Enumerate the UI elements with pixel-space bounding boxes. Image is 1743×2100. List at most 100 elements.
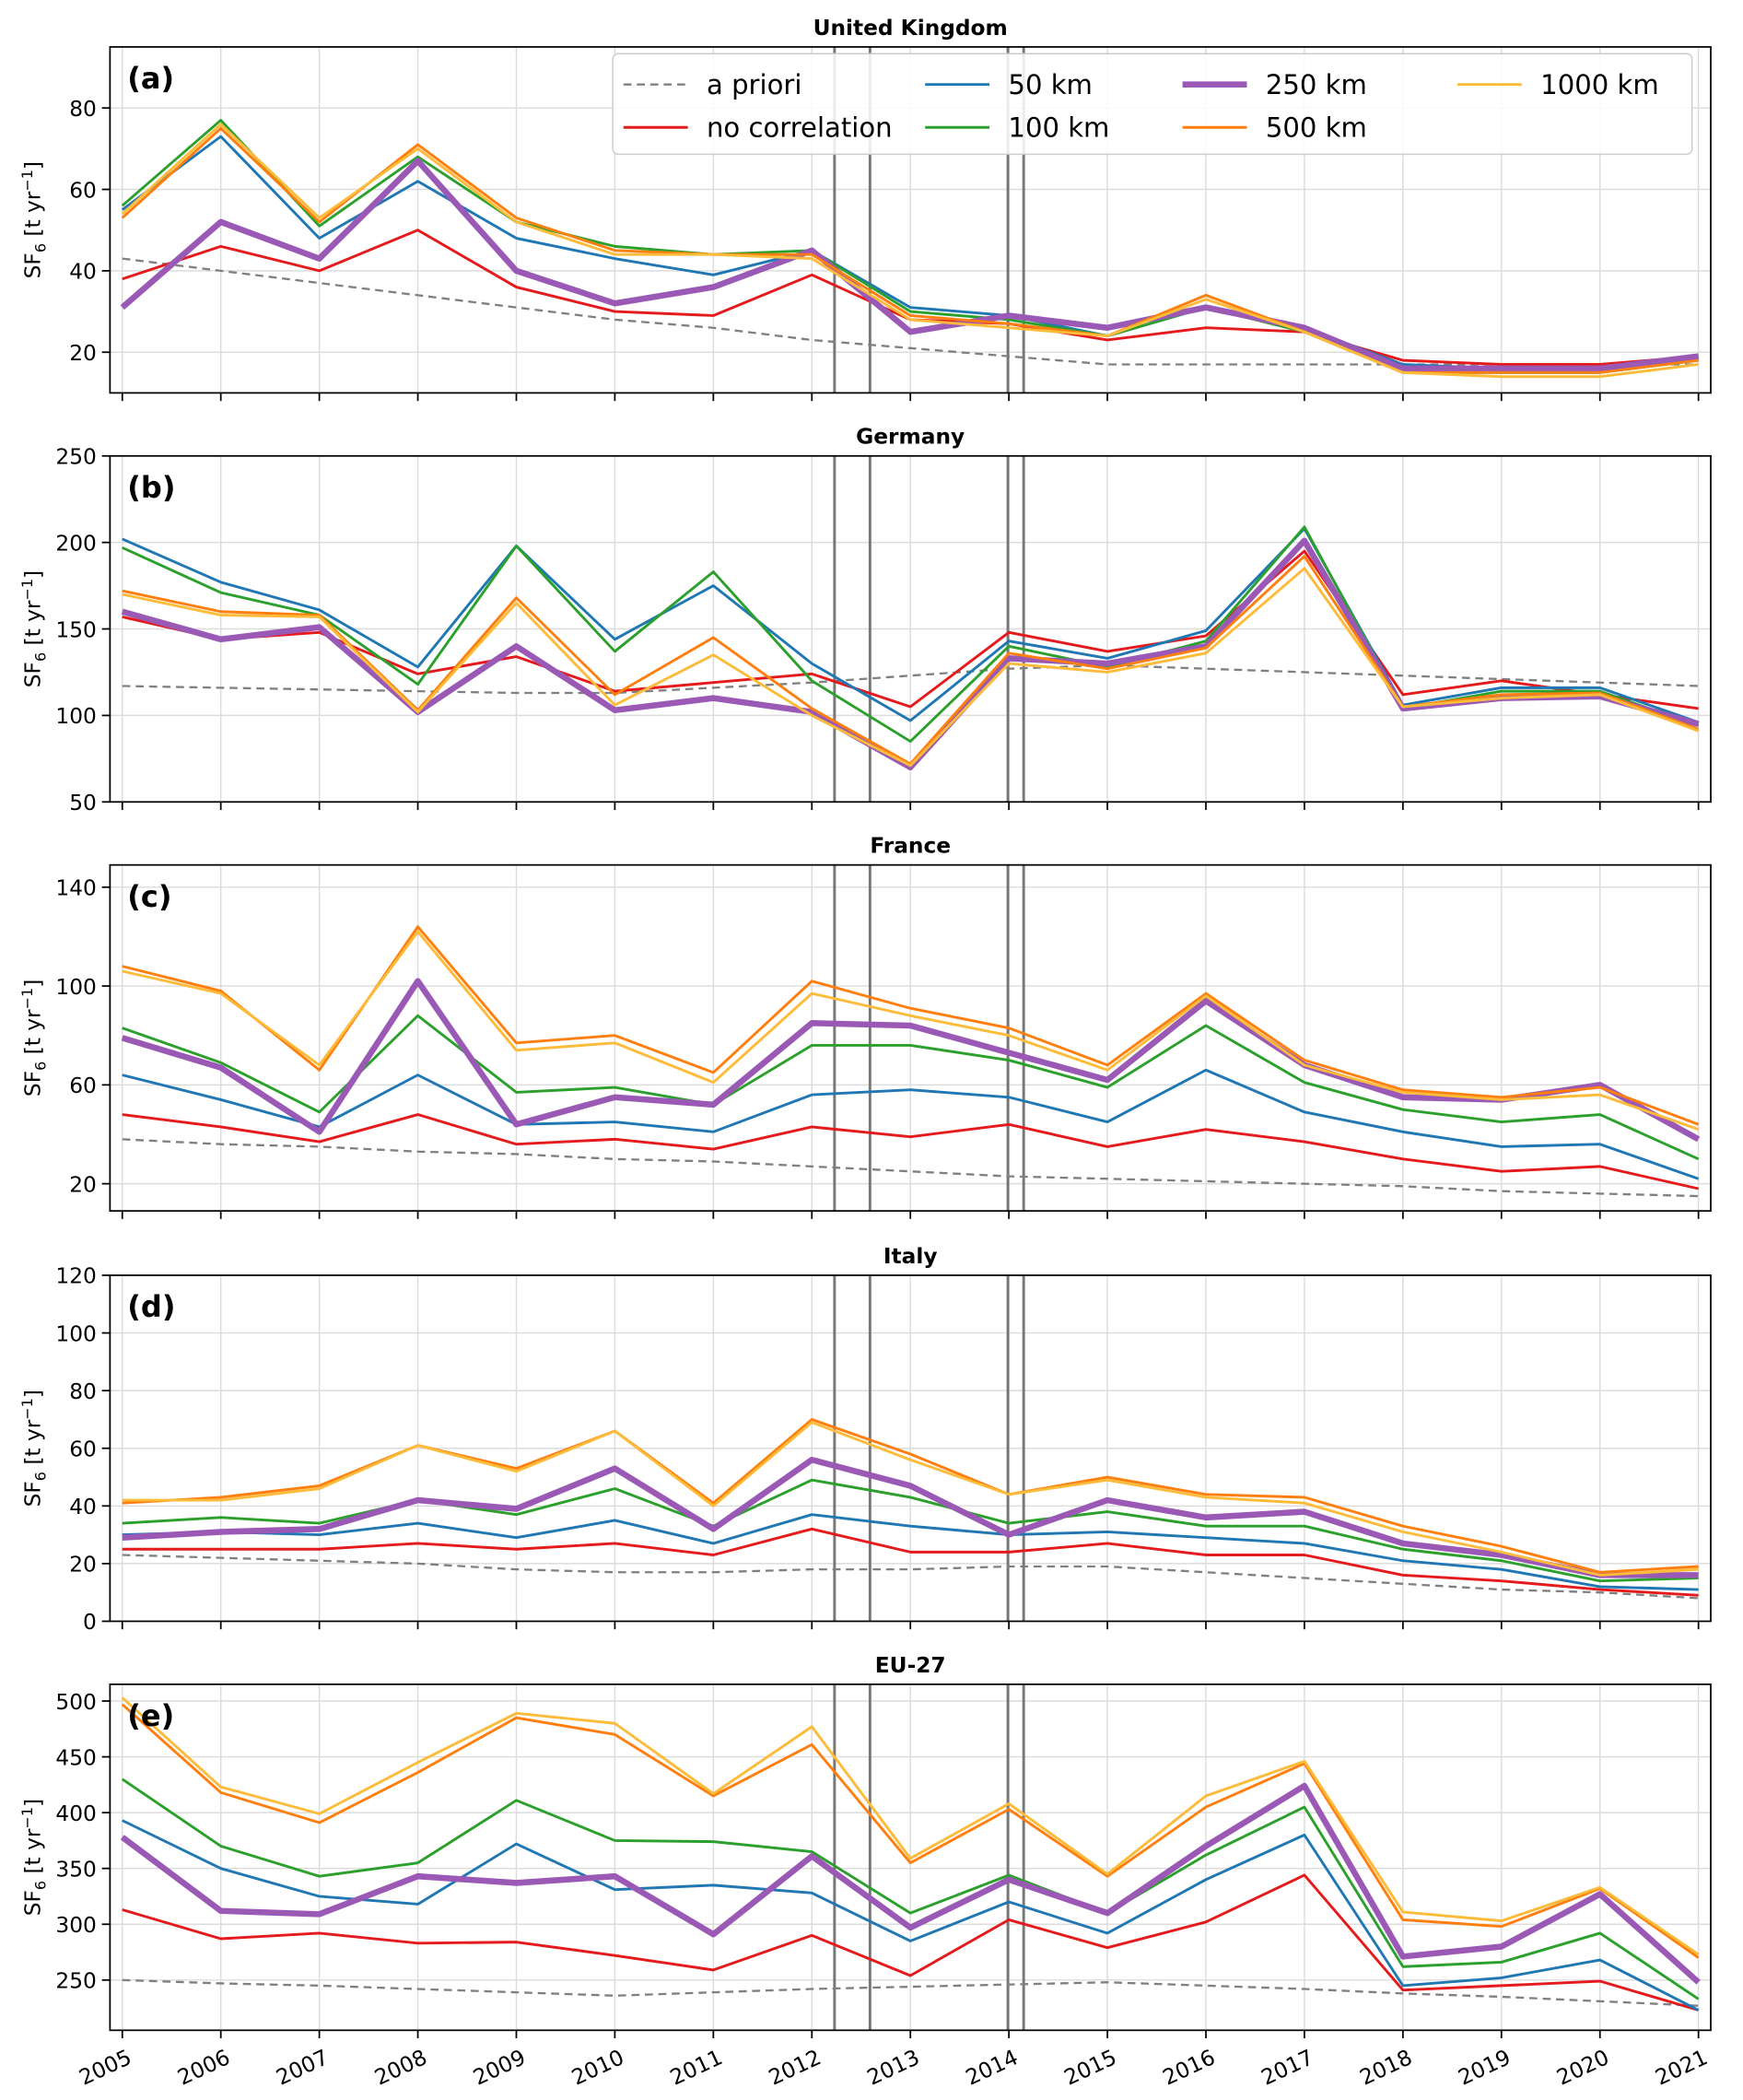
- legend-label: 50 km: [1008, 69, 1092, 100]
- y-axis-label-part: ]: [21, 570, 46, 579]
- y-tick-label: 300: [55, 1913, 96, 1938]
- series-line: [122, 1014, 1700, 1161]
- legend-label: a priori: [707, 69, 801, 100]
- y-axis-label-part: [t yr: [21, 1009, 46, 1062]
- y-tick-label: 250: [55, 445, 96, 470]
- y-tick-label: 80: [69, 97, 97, 122]
- x-tick-label: 2013: [863, 2045, 923, 2090]
- x-tick-label: 2010: [568, 2045, 628, 2090]
- y-tick-label: 20: [69, 1172, 97, 1197]
- legend-label: 250 km: [1266, 69, 1367, 100]
- x-tick-label: 2017: [1258, 2045, 1317, 2090]
- y-tick-label: 40: [69, 260, 97, 285]
- series-line: [122, 527, 1700, 724]
- plot-frame: [109, 46, 1712, 394]
- y-tick-label: 250: [55, 1969, 96, 1994]
- x-tick-label: 2007: [273, 2045, 333, 2090]
- series-line: [120, 1782, 1701, 1985]
- plot-frame: [109, 1274, 1712, 1623]
- y-axis-label-part: SF: [21, 1071, 46, 1097]
- series-line: [122, 1138, 1699, 1198]
- x-tick-label: 2011: [666, 2045, 726, 2090]
- panel: Italy 0 20 40 60 80 100 120 SF6 [t yr−1] (d): [18, 1244, 1712, 1635]
- series-line: [122, 1527, 1699, 1597]
- y-tick-label: 350: [55, 1857, 96, 1882]
- x-tick-label: 2015: [1060, 2045, 1120, 2090]
- y-tick-label: 20: [69, 341, 97, 366]
- chart-title: France: [870, 834, 951, 859]
- series-line: [121, 123, 1699, 379]
- y-axis-label-part: −1: [18, 579, 36, 601]
- series-line: [122, 1421, 1699, 1577]
- series-line: [122, 1554, 1699, 1600]
- x-tick-label: 2009: [470, 2045, 530, 2090]
- panel: EU-27 2005 2006 2007 2008 2009 2010 2011 2012 201…: [18, 1653, 1712, 2091]
- y-tick-label: 450: [55, 1745, 96, 1770]
- x-tick-label: 2006: [174, 2045, 234, 2090]
- x-tick-label: 2018: [1356, 2045, 1416, 2090]
- x-tick-label: 2016: [1159, 2045, 1219, 2090]
- y-axis-label-part: ]: [21, 1390, 46, 1398]
- y-axis-label-part: 6: [32, 1062, 50, 1071]
- y-axis-label-part: SF: [21, 662, 46, 687]
- y-axis-label-part: −1: [18, 1807, 36, 1829]
- y-tick-label: 100: [55, 975, 96, 1000]
- panel-label: (e): [127, 1698, 174, 1733]
- y-tick-label: 60: [69, 1437, 97, 1461]
- y-axis-label: SF6 [t yr−1]: [18, 161, 50, 278]
- y-axis-label: SF6 [t yr−1]: [18, 570, 50, 687]
- panel: United Kingdom 20 40 60 80 SF6 [t yr−1] (a): [18, 16, 1712, 402]
- x-tick-label: 2008: [371, 2045, 431, 2090]
- legend-label: 500 km: [1266, 111, 1367, 143]
- series-line: [122, 1513, 1699, 1591]
- y-tick-label: 20: [69, 1553, 97, 1578]
- y-axis-label-part: [t yr: [21, 1828, 46, 1881]
- legend-label: 1000 km: [1540, 69, 1658, 100]
- y-tick-label: 0: [83, 1610, 97, 1635]
- panel-label: (b): [127, 470, 175, 505]
- y-axis-label-part: SF: [21, 1890, 46, 1916]
- y-tick-label: 80: [69, 1379, 97, 1404]
- y-axis-label-part: 6: [32, 1472, 50, 1481]
- legend-frame: [612, 53, 1693, 156]
- chart-title: United Kingdom: [813, 16, 1008, 41]
- y-tick-label: 100: [55, 1321, 96, 1346]
- y-axis-label-part: SF: [21, 252, 46, 278]
- y-tick-label: 200: [55, 531, 96, 556]
- plot-frame: [109, 1683, 1712, 2032]
- y-tick-label: 150: [55, 617, 96, 642]
- y-tick-label: 500: [55, 1690, 96, 1715]
- panel: France 20 60 100 140 SF6 [t yr−1] (c): [18, 834, 1712, 1219]
- series-line: [122, 663, 1699, 695]
- x-tick-label: 2020: [1553, 2045, 1613, 2090]
- series-line: [122, 1113, 1699, 1191]
- panel-label: (a): [127, 61, 174, 96]
- series-line: [121, 1777, 1700, 2000]
- series-line: [122, 1819, 1700, 2012]
- series-line: [120, 158, 1700, 372]
- series-line: [122, 257, 1699, 366]
- plot-frame: [109, 454, 1712, 804]
- y-tick-label: 60: [69, 178, 97, 203]
- chart-title: Germany: [856, 425, 965, 450]
- y-tick-label: 100: [55, 704, 96, 729]
- legend: a priori no correlation 50 km 100 km 250 km 5…: [612, 53, 1693, 156]
- series-line: [122, 1456, 1699, 1578]
- y-axis-label-part: [t yr: [21, 600, 46, 652]
- y-axis-label-part: [t yr: [21, 191, 46, 243]
- panel-label: (d): [127, 1289, 175, 1324]
- series-line: [122, 567, 1700, 768]
- panel-label: (c): [127, 879, 171, 914]
- series-line: [121, 1696, 1700, 1956]
- chart-title: EU-27: [875, 1653, 946, 1678]
- y-axis-label-part: ]: [21, 161, 46, 170]
- y-tick-label: 140: [55, 876, 96, 901]
- legend-label: 100 km: [1008, 111, 1109, 143]
- y-axis-label: SF6 [t yr−1]: [18, 1799, 50, 1916]
- series-line: [121, 978, 1701, 1143]
- panel: Germany 50 100 150 200 250 SF6 [t yr−1] (b): [18, 425, 1712, 815]
- chart-title: Italy: [883, 1244, 938, 1269]
- y-tick-label: 400: [55, 1801, 96, 1826]
- y-axis-label-part: 6: [32, 1881, 50, 1890]
